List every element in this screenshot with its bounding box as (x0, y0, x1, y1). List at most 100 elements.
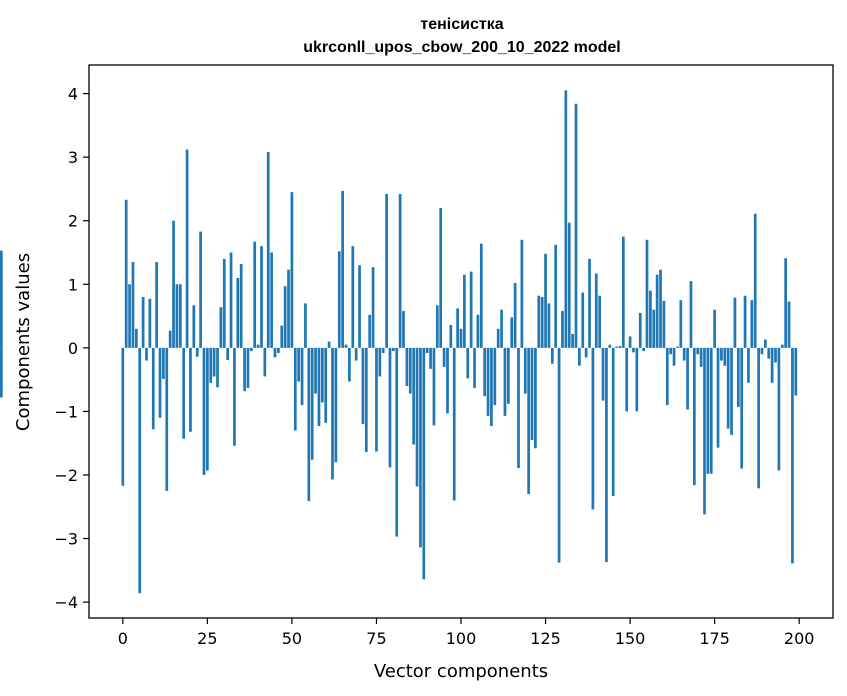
bar-40 (256, 344, 260, 348)
bar-33 (233, 347, 236, 446)
bar-180 (730, 347, 733, 435)
bars-group (0, 90, 798, 594)
bar-71 (361, 347, 365, 425)
bar-86 (412, 347, 416, 445)
bar-131 (564, 90, 568, 348)
bar-199 (794, 347, 798, 396)
bar-74 (371, 267, 375, 348)
bar-93 (435, 305, 439, 348)
x-tick-label: 175 (699, 629, 730, 648)
bar-187 (753, 213, 757, 348)
bar-119 (523, 347, 527, 394)
bar-160 (662, 300, 666, 348)
bar-30 (222, 258, 226, 348)
y-tick-label: −2 (54, 466, 78, 485)
bar-88 (419, 347, 422, 548)
bar-163 (672, 347, 676, 366)
x-tick-label: 100 (446, 629, 477, 648)
bar-77 (381, 347, 385, 353)
bar-106 (479, 243, 483, 348)
bar-174 (709, 347, 713, 474)
bar-5 (138, 347, 142, 594)
bar-113 (503, 347, 507, 416)
bar-170 (696, 347, 700, 355)
bar-169 (692, 347, 696, 486)
bar-151 (632, 347, 635, 353)
bar-4 (134, 328, 138, 348)
bar-128 (554, 244, 558, 348)
bar-136 (581, 292, 585, 348)
bar-172 (703, 347, 706, 515)
bar-19 (185, 149, 189, 348)
bar-42 (263, 347, 267, 377)
bar-182 (736, 347, 740, 407)
bar-70 (358, 265, 361, 348)
bar-176 (716, 347, 720, 448)
bar-undefined (0, 347, 3, 398)
bar-177 (720, 347, 723, 361)
bar-100 (459, 328, 463, 348)
bar-34 (236, 277, 240, 348)
bar-116 (513, 283, 517, 348)
bar-105 (476, 314, 480, 348)
bar-167 (686, 347, 689, 410)
y-tick-label: −1 (54, 402, 78, 421)
bar-147 (618, 345, 622, 348)
bar-127 (550, 347, 554, 364)
y-tick-label: −4 (54, 593, 78, 612)
bar-142 (601, 347, 605, 401)
bar-148 (621, 236, 625, 348)
bar-87 (415, 347, 419, 487)
bar-51 (293, 347, 297, 431)
bar-196 (784, 258, 788, 348)
bar-9 (151, 347, 155, 430)
x-tick-label: 25 (197, 629, 217, 648)
bar-143 (605, 347, 608, 563)
bar-75 (375, 347, 378, 452)
bar-193 (774, 347, 777, 363)
bar-175 (713, 309, 716, 348)
bar-64 (337, 251, 341, 348)
bar-108 (486, 347, 490, 416)
bar-120 (527, 347, 530, 495)
bar-43 (266, 152, 270, 348)
bar-26 (209, 347, 213, 383)
bar-124 (540, 297, 544, 348)
bar-7 (145, 347, 148, 361)
chart-subtitle: ukrconll_upos_cbow_200_10_2022 model (303, 39, 620, 56)
bar-155 (645, 239, 649, 348)
bar-73 (368, 314, 372, 348)
bar-8 (148, 298, 152, 348)
bar-92 (432, 347, 436, 426)
x-tick-label: 50 (282, 629, 302, 648)
bar-85 (408, 347, 412, 394)
bar-137 (584, 347, 588, 358)
bar-126 (547, 303, 551, 348)
bar-122 (534, 347, 537, 449)
bar-37 (246, 347, 250, 388)
bar-179 (726, 347, 730, 429)
bar-166 (682, 347, 686, 361)
bar-101 (463, 274, 466, 348)
bar-48 (283, 286, 287, 348)
bar-undefined (0, 250, 3, 348)
chart-title: тенісистка (420, 16, 503, 33)
bar-53 (300, 347, 304, 406)
bar-28 (216, 347, 219, 388)
bar-173 (706, 347, 710, 474)
bar-65 (341, 190, 344, 348)
bar-178 (723, 347, 727, 366)
bar-104 (473, 347, 476, 388)
x-tick-label: 200 (784, 629, 815, 648)
bar-91 (429, 347, 432, 369)
x-tick-label: 125 (530, 629, 561, 648)
bar-97 (449, 324, 453, 348)
bar-140 (594, 273, 598, 348)
bar-164 (676, 346, 679, 348)
bar-146 (615, 346, 618, 348)
bar-96 (446, 347, 449, 414)
bar-115 (510, 317, 514, 348)
bar-60 (324, 347, 328, 423)
bar-18 (182, 347, 186, 439)
bar-134 (574, 103, 578, 348)
